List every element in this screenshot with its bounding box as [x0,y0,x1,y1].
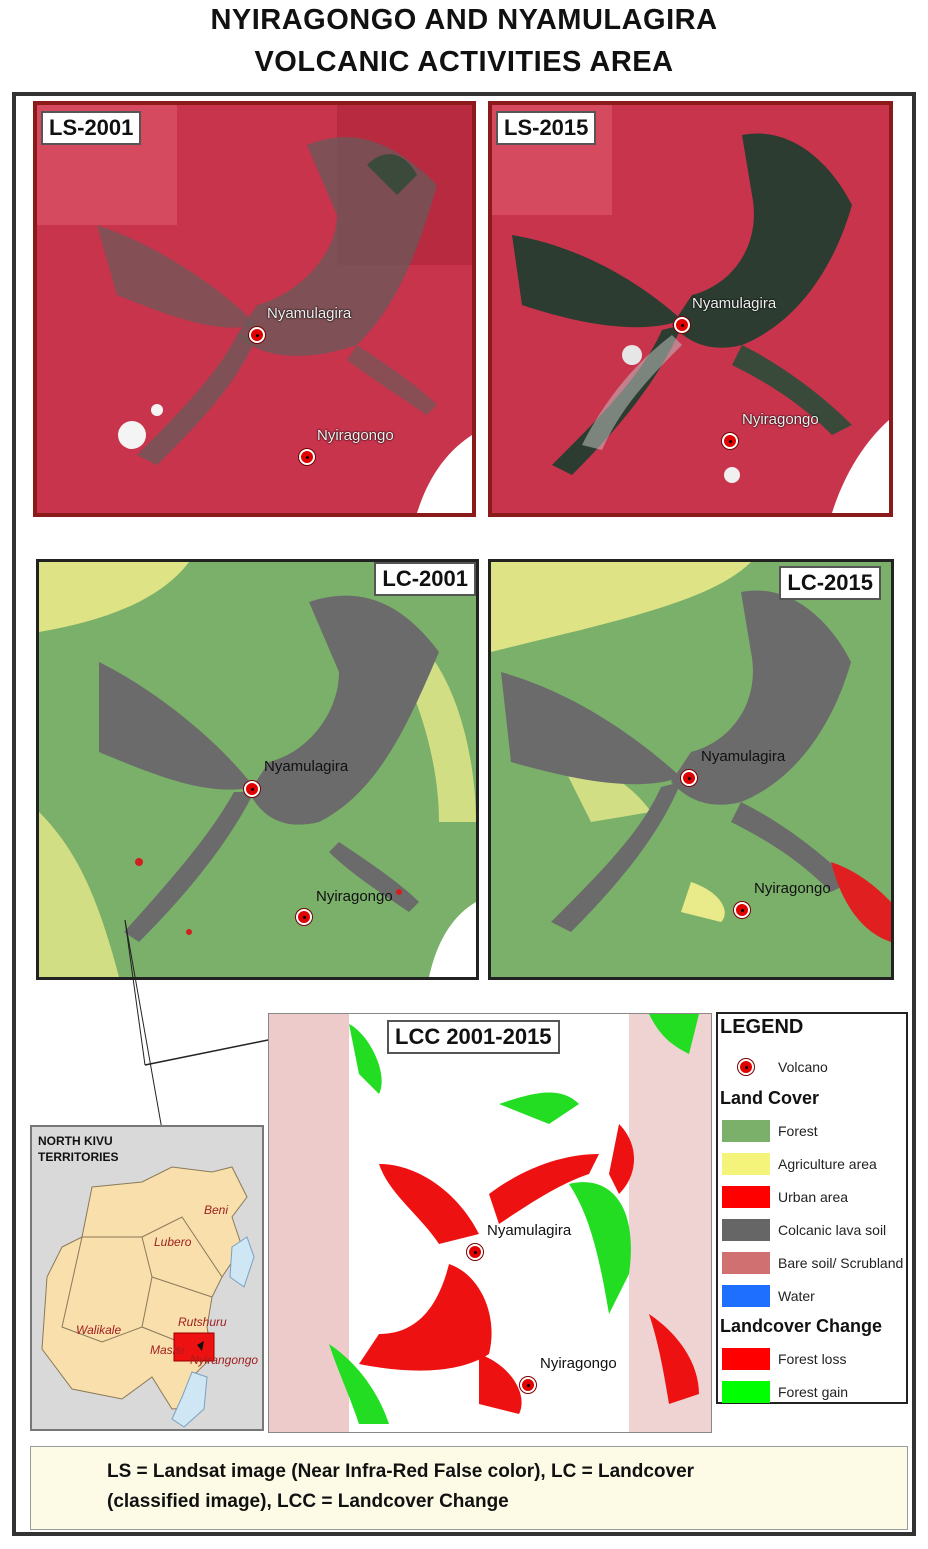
lcc-tag: LCC 2001-2015 [387,1020,560,1054]
volcano-icon [299,449,315,465]
nyamulagira-label: Nyamulagira [264,758,349,775]
legend-item-colcanic-lava-soil: Colcanic lava soil [720,1219,906,1241]
legend-item-agriculture-area: Agriculture area [720,1153,906,1175]
inset-title-line2: TERRITORIES [38,1150,119,1164]
lcc-panel: LCC 2001-2015 Nyamulagira Nyiragongo [268,1013,712,1433]
nyiragongo-label: Nyiragongo [754,880,831,897]
volcano-icon [467,1244,483,1260]
legend-swatch [722,1186,770,1208]
legend-swatch [722,1120,770,1142]
ls-2015-panel: LS-2015 Nyamulagira Nyiragongo [488,101,893,517]
land-cover-title: Land Cover [720,1088,820,1108]
territory-label: Beni [204,1203,229,1217]
nyiragongo-label: Nyiragongo [540,1355,617,1372]
lc-2015-panel: LC-2015 Nyamulagira Nyiragongo [488,559,894,980]
volcano-icon [738,1059,754,1075]
nyiragongo-label: Nyiragongo [742,411,819,428]
legend-swatch [722,1219,770,1241]
legend-item-volcano: Volcano [720,1056,906,1078]
legend-swatch [722,1153,770,1175]
ls-2001-panel: LS-2001 Nyamulagira Nyiragongo [33,101,476,517]
legend-swatch [722,1285,770,1307]
ls-2001-image [37,105,472,513]
legend-item-water: Water [720,1285,906,1307]
nyamulagira-label: Nyamulagira [267,305,352,322]
main-frame [12,92,916,1536]
lc-2001-image [39,562,476,977]
legend-swatch [722,1252,770,1274]
legend-title: LEGEND [720,1016,804,1038]
legend-swatch [722,1348,770,1370]
volcano-icon [520,1377,536,1393]
legend-label: Forest loss [778,1351,847,1367]
ls-2015-tag: LS-2015 [496,111,597,145]
note-line2: (classified image), LCC = Landcover Chan… [107,1491,509,1512]
lcc-image [269,1014,711,1432]
legend-item-forest-gain: Forest gain [720,1381,906,1403]
inset-title: NORTH KIVU TERRITORIES [38,1133,118,1165]
legend-label: Forest [778,1123,818,1139]
volcano-icon [734,902,750,918]
volcano-icon [681,770,697,786]
legend-label: Colcanic lava soil [778,1222,887,1238]
legend-item-forest: Forest [720,1120,906,1142]
nyamulagira-label: Nyamulagira [487,1222,572,1239]
legend-item-bare-soil-scrubland: Bare soil/ Scrubland [720,1252,906,1274]
volcano-icon [244,781,260,797]
ls-2015-image [492,105,889,513]
legend-label: Agriculture area [778,1156,877,1172]
volcano-icon [674,317,690,333]
inset-map-image [32,1127,262,1429]
ls-2001-tag: LS-2001 [41,111,142,145]
lc-2015-tag: LC-2015 [779,566,881,600]
inset-title-line1: NORTH KIVU [38,1134,113,1148]
legend-swatch [722,1381,770,1403]
note-line1: LS = Landsat image (Near Infra-Red False… [107,1461,695,1482]
map-title-line2: VOLCANIC ACTIVITIES AREA [254,46,674,78]
legend-label: Urban area [778,1189,849,1205]
north-kivu-inset-map: NORTH KIVU TERRITORIES Beni Lubero Walik… [30,1125,264,1431]
legend-label: Water [778,1288,815,1304]
volcano-icon [249,327,265,343]
legend-item-urban-area: Urban area [720,1186,906,1208]
legend-label: Volcano [778,1059,828,1075]
map-title-line1: NYIRAGONGO AND NYAMULAGIRA [210,4,718,36]
volcano-icon [296,909,312,925]
volcano-icon [722,433,738,449]
legend-item-forest-loss: Forest loss [720,1348,906,1370]
nyiragongo-label: Nyiragongo [317,427,394,444]
territory-label: Rutshuru [178,1315,227,1329]
territory-label: Nyirangongo [190,1353,259,1367]
lc-2001-tag: LC-2001 [374,562,476,596]
territory-label: Lubero [154,1235,192,1249]
lc-2015-image [491,562,891,977]
abbreviation-note: LS = Landsat image (Near Infra-Red False… [30,1446,908,1530]
legend-label: Bare soil/ Scrubland [778,1255,904,1271]
nyamulagira-label: Nyamulagira [692,295,777,312]
landcover-change-title: Landcover Change [720,1316,883,1336]
lc-2001-panel: LC-2001 Nyamulagira Nyiragongo [36,559,479,980]
nyamulagira-label: Nyamulagira [701,748,786,765]
legend: LEGEND Volcano Land Cover Forest Agricult… [716,1012,908,1404]
territory-label: Masisi [150,1343,185,1357]
legend-label: Forest gain [778,1384,849,1400]
territory-label: Walikale [76,1323,122,1337]
nyiragongo-label: Nyiragongo [316,888,393,905]
